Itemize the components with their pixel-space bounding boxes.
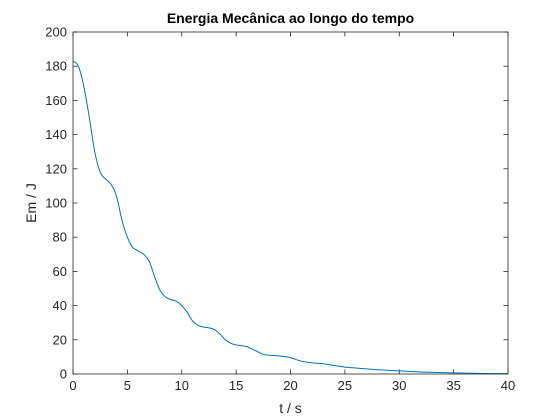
x-tick-label: 15 (229, 378, 243, 393)
y-tick-label: 160 (45, 93, 67, 108)
plot-area (73, 32, 508, 374)
y-tick-label: 60 (53, 264, 67, 279)
x-tick-label: 40 (501, 378, 515, 393)
y-tick-label: 20 (53, 332, 67, 347)
y-tick-label: 120 (45, 161, 67, 176)
x-tick-labels: 0 5 10 15 20 25 30 35 40 (69, 378, 515, 393)
y-tick-label: 200 (45, 25, 67, 40)
y-tick-label: 0 (60, 367, 67, 382)
chart-title: Energia Mecânica ao longo do tempo (167, 10, 414, 26)
plot-frame (72, 31, 509, 375)
y-axis-label: Em / J (23, 183, 39, 223)
x-tick-label: 5 (124, 378, 131, 393)
y-tick-labels: 0 20 40 60 80 100 120 140 160 180 200 (45, 25, 67, 382)
y-tick-label: 100 (45, 196, 67, 211)
series-line (72, 60, 509, 375)
x-axis-label: t / s (279, 400, 302, 416)
x-tick-label: 20 (283, 378, 297, 393)
x-tick-label: 30 (392, 378, 406, 393)
y-tick-label: 180 (45, 59, 67, 74)
x-tick-label: 10 (175, 378, 189, 393)
y-tick-label: 40 (53, 298, 67, 313)
y-tick-label: 140 (45, 127, 67, 142)
x-tick-label: 25 (338, 378, 352, 393)
x-tick-label: 35 (446, 378, 460, 393)
y-tick-label: 80 (53, 230, 67, 245)
x-tick-label: 0 (69, 378, 76, 393)
